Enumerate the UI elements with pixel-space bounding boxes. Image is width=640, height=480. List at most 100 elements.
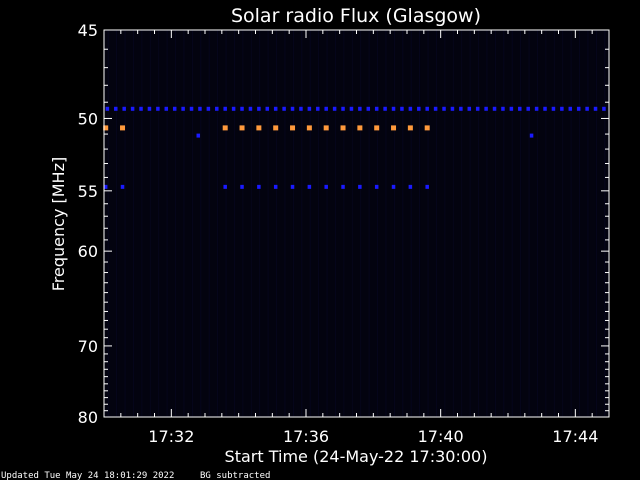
emission-dash xyxy=(223,184,227,189)
y-tick-label: 50 xyxy=(78,109,98,128)
emission-dash xyxy=(529,133,534,138)
emission-dash xyxy=(391,106,396,111)
emission-dash xyxy=(231,106,236,111)
emission-dash xyxy=(425,184,429,189)
emission-dash xyxy=(273,106,278,111)
emission-dash xyxy=(543,106,547,111)
emission-dash xyxy=(139,106,143,111)
emission-dash xyxy=(341,106,345,111)
x-tick-label: 17:44 xyxy=(552,427,598,446)
footer-updated: Updated Tue May 24 18:01:29 2022 xyxy=(1,471,174,480)
x-tick-label: 17:36 xyxy=(283,427,329,446)
axes: 45 50 55 60 70 80 17:32 17:36 17:40 17:44 xyxy=(78,21,610,446)
emission-dash xyxy=(459,106,463,111)
emission-dash xyxy=(340,125,346,131)
emission-dash xyxy=(534,106,539,111)
emission-dash xyxy=(130,106,135,111)
emission-dash xyxy=(282,106,286,111)
emission-dash xyxy=(299,106,303,111)
y-axis-label: Frequency [MHz] xyxy=(49,157,68,291)
emission-dash xyxy=(509,106,514,111)
emission-dash xyxy=(306,125,312,131)
emission-dash xyxy=(307,106,312,111)
emission-dash xyxy=(324,106,328,111)
emission-dash xyxy=(358,106,362,111)
emission-dash xyxy=(425,106,429,111)
emission-dash xyxy=(391,184,396,189)
x-tick-label: 17:32 xyxy=(148,427,194,446)
emission-dash xyxy=(433,106,438,111)
emission-dash xyxy=(501,106,505,111)
emission-dash xyxy=(374,125,380,131)
emission-dash xyxy=(316,106,320,111)
emission-dash xyxy=(349,106,354,111)
emission-dash xyxy=(215,106,219,111)
y-tick-label: 45 xyxy=(78,21,98,40)
plot-background xyxy=(104,30,609,417)
emission-dash xyxy=(164,106,169,111)
emission-dash xyxy=(383,106,387,111)
emission-dash xyxy=(290,184,295,189)
emission-dash xyxy=(391,125,397,131)
emission-dash xyxy=(357,125,363,131)
emission-dash xyxy=(475,106,480,111)
emission-dash xyxy=(239,125,245,131)
emission-dash xyxy=(424,125,430,131)
emission-dash xyxy=(492,106,497,111)
emission-dash xyxy=(374,184,379,189)
emission-dash xyxy=(189,106,194,111)
emission-dash xyxy=(526,106,530,111)
emission-dash xyxy=(172,106,177,111)
y-tick-label: 80 xyxy=(78,408,98,427)
emission-dash xyxy=(105,106,110,111)
y-tick-label: 55 xyxy=(78,182,98,201)
emission-dash xyxy=(103,184,108,189)
emission-dash xyxy=(341,184,345,189)
emission-dash xyxy=(602,106,606,111)
emission-dash xyxy=(484,106,488,111)
footer-bg-note: BG subtracted xyxy=(200,471,270,480)
emission-dash xyxy=(407,125,413,131)
y-tick-label: 60 xyxy=(78,242,98,261)
emission-dash xyxy=(307,184,312,189)
emission-dash xyxy=(240,184,244,189)
emission-dash xyxy=(324,184,328,189)
emission-dash xyxy=(408,106,413,111)
emission-dash xyxy=(222,125,228,131)
emission-dash xyxy=(568,106,573,111)
emission-dash xyxy=(273,184,278,189)
y-tick-label: 70 xyxy=(78,337,98,356)
chart-title: Solar radio Flux (Glasgow) xyxy=(231,5,481,27)
emission-dash xyxy=(290,106,295,111)
emission-dash xyxy=(560,106,564,111)
emission-dash xyxy=(576,106,581,111)
emission-dash xyxy=(103,125,109,131)
x-tick-label: 17:40 xyxy=(418,427,464,446)
emission-dash xyxy=(223,106,227,111)
emission-dash xyxy=(122,106,126,111)
emission-dash xyxy=(273,125,279,131)
emission-dash xyxy=(265,106,270,111)
emission-dash xyxy=(518,106,522,111)
emission-dash xyxy=(196,133,201,138)
emission-dash xyxy=(290,125,296,131)
emission-dash xyxy=(467,106,472,111)
emission-dash xyxy=(585,106,589,111)
emission-dash xyxy=(400,106,404,111)
plot-area xyxy=(103,30,609,417)
emission-dash xyxy=(198,106,202,111)
emission-dash xyxy=(120,125,126,131)
emission-dash xyxy=(374,106,379,111)
emission-dash xyxy=(332,106,337,111)
emission-dash xyxy=(256,125,262,131)
emission-dash xyxy=(417,106,421,111)
emission-dash xyxy=(323,125,329,131)
emission-dash xyxy=(257,184,261,189)
emission-dash xyxy=(257,106,261,111)
emission-dash xyxy=(450,106,455,111)
emission-dash xyxy=(248,106,253,111)
emission-dash xyxy=(551,106,556,111)
emission-dash xyxy=(114,106,118,111)
emission-dash xyxy=(442,106,446,111)
